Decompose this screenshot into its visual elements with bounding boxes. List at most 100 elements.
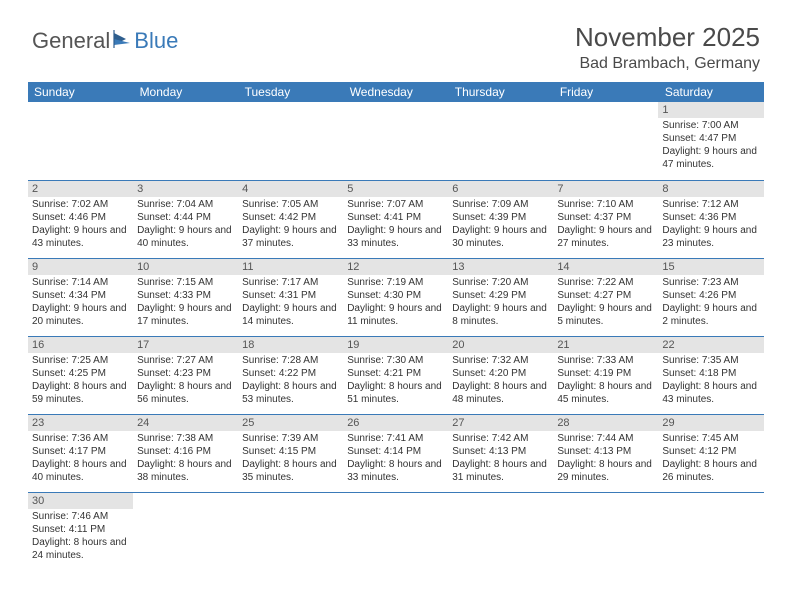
day-number: 4 [238, 181, 343, 197]
daylight-text: Daylight: 8 hours and 24 minutes. [32, 536, 129, 562]
sunset-text: Sunset: 4:27 PM [557, 289, 654, 302]
sunrise-text: Sunrise: 7:09 AM [452, 198, 549, 211]
logo-text-general: General [32, 28, 110, 54]
daylight-text: Daylight: 9 hours and 2 minutes. [662, 302, 759, 328]
day-number: 5 [343, 181, 448, 197]
sunset-text: Sunset: 4:13 PM [452, 445, 549, 458]
daylight-text: Daylight: 8 hours and 31 minutes. [452, 458, 549, 484]
day-details: Sunrise: 7:27 AMSunset: 4:23 PMDaylight:… [133, 353, 238, 408]
daylight-text: Daylight: 8 hours and 56 minutes. [137, 380, 234, 406]
daylight-text: Daylight: 9 hours and 11 minutes. [347, 302, 444, 328]
calendar-cell: 26Sunrise: 7:41 AMSunset: 4:14 PMDayligh… [343, 414, 448, 492]
daylight-text: Daylight: 8 hours and 29 minutes. [557, 458, 654, 484]
day-details: Sunrise: 7:12 AMSunset: 4:36 PMDaylight:… [658, 197, 763, 252]
sunset-text: Sunset: 4:33 PM [137, 289, 234, 302]
day-details: Sunrise: 7:44 AMSunset: 4:13 PMDaylight:… [553, 431, 658, 486]
sunrise-text: Sunrise: 7:38 AM [137, 432, 234, 445]
sunrise-text: Sunrise: 7:39 AM [242, 432, 339, 445]
calendar-cell: 19Sunrise: 7:30 AMSunset: 4:21 PMDayligh… [343, 336, 448, 414]
daylight-text: Daylight: 8 hours and 45 minutes. [557, 380, 654, 406]
calendar-cell: 27Sunrise: 7:42 AMSunset: 4:13 PMDayligh… [448, 414, 553, 492]
daylight-text: Daylight: 8 hours and 59 minutes. [32, 380, 129, 406]
calendar-cell: 22Sunrise: 7:35 AMSunset: 4:18 PMDayligh… [658, 336, 763, 414]
calendar-cell: 30Sunrise: 7:46 AMSunset: 4:11 PMDayligh… [28, 492, 133, 570]
weekday-fri: Friday [553, 82, 658, 102]
day-number: 9 [28, 259, 133, 275]
calendar-row: 1Sunrise: 7:00 AMSunset: 4:47 PMDaylight… [28, 102, 764, 180]
day-details: Sunrise: 7:23 AMSunset: 4:26 PMDaylight:… [658, 275, 763, 330]
calendar-cell: 24Sunrise: 7:38 AMSunset: 4:16 PMDayligh… [133, 414, 238, 492]
sunset-text: Sunset: 4:36 PM [662, 211, 759, 224]
calendar-cell: 16Sunrise: 7:25 AMSunset: 4:25 PMDayligh… [28, 336, 133, 414]
calendar-cell: 8Sunrise: 7:12 AMSunset: 4:36 PMDaylight… [658, 180, 763, 258]
calendar-cell [238, 102, 343, 180]
daylight-text: Daylight: 9 hours and 37 minutes. [242, 224, 339, 250]
day-details: Sunrise: 7:00 AMSunset: 4:47 PMDaylight:… [658, 118, 763, 173]
sunset-text: Sunset: 4:18 PM [662, 367, 759, 380]
calendar-cell [448, 102, 553, 180]
logo-flag-icon [112, 28, 134, 54]
day-number: 27 [448, 415, 553, 431]
sunrise-text: Sunrise: 7:32 AM [452, 354, 549, 367]
day-details: Sunrise: 7:35 AMSunset: 4:18 PMDaylight:… [658, 353, 763, 408]
day-details: Sunrise: 7:33 AMSunset: 4:19 PMDaylight:… [553, 353, 658, 408]
sunset-text: Sunset: 4:21 PM [347, 367, 444, 380]
day-details: Sunrise: 7:32 AMSunset: 4:20 PMDaylight:… [448, 353, 553, 408]
calendar-cell [133, 492, 238, 570]
sunset-text: Sunset: 4:46 PM [32, 211, 129, 224]
daylight-text: Daylight: 8 hours and 43 minutes. [662, 380, 759, 406]
day-details: Sunrise: 7:02 AMSunset: 4:46 PMDaylight:… [28, 197, 133, 252]
day-number: 13 [448, 259, 553, 275]
logo: General Blue [32, 28, 178, 54]
day-details: Sunrise: 7:05 AMSunset: 4:42 PMDaylight:… [238, 197, 343, 252]
calendar-cell: 21Sunrise: 7:33 AMSunset: 4:19 PMDayligh… [553, 336, 658, 414]
day-details: Sunrise: 7:46 AMSunset: 4:11 PMDaylight:… [28, 509, 133, 564]
day-number: 30 [28, 493, 133, 509]
calendar-cell: 23Sunrise: 7:36 AMSunset: 4:17 PMDayligh… [28, 414, 133, 492]
daylight-text: Daylight: 8 hours and 26 minutes. [662, 458, 759, 484]
day-details: Sunrise: 7:09 AMSunset: 4:39 PMDaylight:… [448, 197, 553, 252]
day-details: Sunrise: 7:14 AMSunset: 4:34 PMDaylight:… [28, 275, 133, 330]
calendar-row: 9Sunrise: 7:14 AMSunset: 4:34 PMDaylight… [28, 258, 764, 336]
sunset-text: Sunset: 4:14 PM [347, 445, 444, 458]
daylight-text: Daylight: 9 hours and 23 minutes. [662, 224, 759, 250]
calendar-cell: 20Sunrise: 7:32 AMSunset: 4:20 PMDayligh… [448, 336, 553, 414]
sunset-text: Sunset: 4:15 PM [242, 445, 339, 458]
day-number: 19 [343, 337, 448, 353]
sunset-text: Sunset: 4:44 PM [137, 211, 234, 224]
day-details: Sunrise: 7:36 AMSunset: 4:17 PMDaylight:… [28, 431, 133, 486]
calendar-cell [28, 102, 133, 180]
sunset-text: Sunset: 4:17 PM [32, 445, 129, 458]
calendar-row: 2Sunrise: 7:02 AMSunset: 4:46 PMDaylight… [28, 180, 764, 258]
daylight-text: Daylight: 9 hours and 27 minutes. [557, 224, 654, 250]
calendar-cell [133, 102, 238, 180]
sunset-text: Sunset: 4:41 PM [347, 211, 444, 224]
sunrise-text: Sunrise: 7:23 AM [662, 276, 759, 289]
sunset-text: Sunset: 4:12 PM [662, 445, 759, 458]
sunrise-text: Sunrise: 7:46 AM [32, 510, 129, 523]
sunrise-text: Sunrise: 7:35 AM [662, 354, 759, 367]
sunrise-text: Sunrise: 7:27 AM [137, 354, 234, 367]
sunrise-text: Sunrise: 7:25 AM [32, 354, 129, 367]
sunrise-text: Sunrise: 7:05 AM [242, 198, 339, 211]
calendar-cell: 11Sunrise: 7:17 AMSunset: 4:31 PMDayligh… [238, 258, 343, 336]
calendar-cell: 6Sunrise: 7:09 AMSunset: 4:39 PMDaylight… [448, 180, 553, 258]
daylight-text: Daylight: 9 hours and 30 minutes. [452, 224, 549, 250]
calendar-cell: 13Sunrise: 7:20 AMSunset: 4:29 PMDayligh… [448, 258, 553, 336]
sunset-text: Sunset: 4:13 PM [557, 445, 654, 458]
sunset-text: Sunset: 4:23 PM [137, 367, 234, 380]
daylight-text: Daylight: 9 hours and 43 minutes. [32, 224, 129, 250]
sunset-text: Sunset: 4:19 PM [557, 367, 654, 380]
day-details: Sunrise: 7:45 AMSunset: 4:12 PMDaylight:… [658, 431, 763, 486]
calendar-cell [448, 492, 553, 570]
sunrise-text: Sunrise: 7:17 AM [242, 276, 339, 289]
day-details: Sunrise: 7:10 AMSunset: 4:37 PMDaylight:… [553, 197, 658, 252]
daylight-text: Daylight: 8 hours and 48 minutes. [452, 380, 549, 406]
sunrise-text: Sunrise: 7:22 AM [557, 276, 654, 289]
weekday-sun: Sunday [28, 82, 133, 102]
calendar-cell: 17Sunrise: 7:27 AMSunset: 4:23 PMDayligh… [133, 336, 238, 414]
calendar-cell [238, 492, 343, 570]
daylight-text: Daylight: 9 hours and 14 minutes. [242, 302, 339, 328]
daylight-text: Daylight: 8 hours and 53 minutes. [242, 380, 339, 406]
sunset-text: Sunset: 4:31 PM [242, 289, 339, 302]
